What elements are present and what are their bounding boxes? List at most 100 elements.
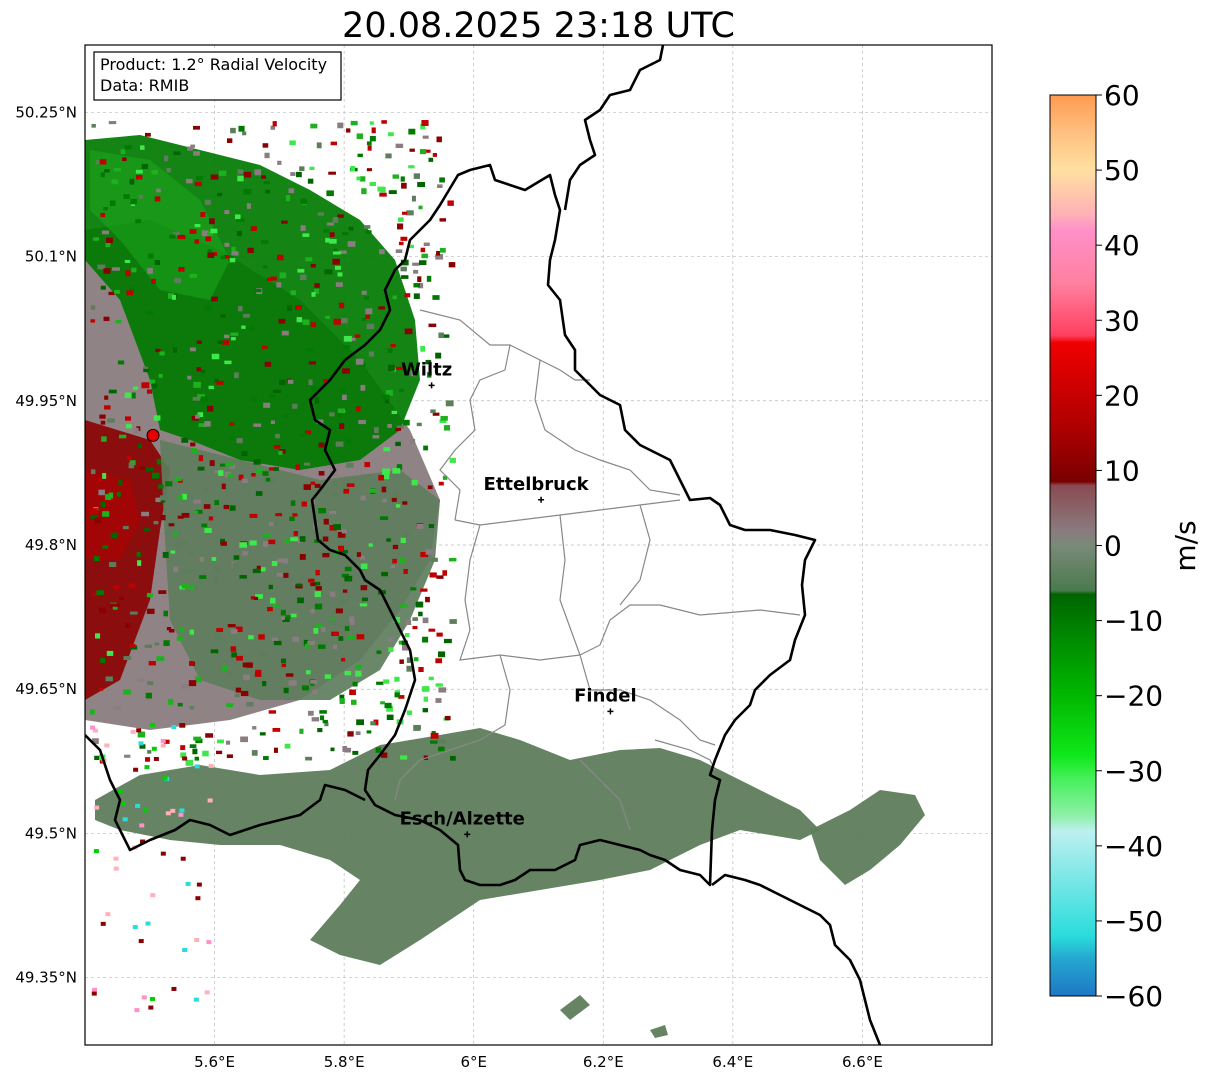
echo-pixel: [104, 405, 111, 410]
echo-pixel: [253, 458, 261, 465]
echo-pixel: [173, 347, 178, 353]
echo-pixel: [120, 801, 126, 806]
echo-pixel: [224, 255, 230, 259]
colorbar-tick-label: −40: [1104, 830, 1163, 863]
echo-pixel: [380, 752, 388, 758]
echo-pixel: [439, 419, 447, 424]
echo-pixel: [388, 190, 397, 195]
echo-pixel: [436, 632, 443, 637]
echo-pixel: [181, 684, 188, 689]
echo-pixel: [369, 181, 377, 186]
echo-pixel: [194, 510, 199, 514]
echo-pixel: [96, 477, 103, 482]
echo-pixel: [352, 681, 358, 687]
echo-pixel: [177, 515, 184, 519]
echo-pixel: [382, 474, 390, 480]
echo-pixel: [227, 624, 236, 628]
echo-pixel: [200, 396, 209, 403]
echo-pixel: [125, 424, 132, 429]
echo-pixel: [135, 174, 143, 180]
echo-pixel: [302, 233, 310, 237]
echo-pixel: [229, 436, 234, 440]
echo-pixel: [361, 290, 367, 295]
echo-pixel: [162, 551, 169, 558]
echo-pixel: [278, 318, 286, 324]
echo-pixel: [288, 680, 297, 686]
echo-pixel: [393, 616, 401, 623]
echo-pixel: [338, 412, 343, 418]
echo-pixel: [425, 359, 432, 365]
echo-pixel: [123, 656, 132, 661]
echo-pixel: [253, 596, 259, 601]
echo-pixel: [201, 369, 206, 374]
echo-pixel: [168, 523, 175, 527]
echo-pixel: [406, 710, 413, 715]
echo-pixel: [438, 687, 447, 693]
echo-pixel: [296, 171, 302, 178]
echo-pixel: [400, 266, 407, 272]
echo-pixel: [204, 199, 211, 205]
echo-pixel: [290, 500, 296, 506]
echo-pixel: [260, 240, 269, 244]
echo-pixel: [318, 507, 326, 514]
echo-pixel: [292, 513, 298, 517]
echo-pixel: [258, 634, 265, 640]
echo-pixel: [189, 660, 194, 665]
echo-pixel: [344, 566, 352, 572]
echo-pixel: [314, 283, 320, 288]
echo-pixel: [221, 483, 226, 490]
echo-pixel: [224, 210, 230, 215]
echo-pixel: [163, 739, 170, 744]
echo-pixel: [415, 601, 424, 608]
echo-pixel: [167, 293, 174, 299]
echo-pixel: [410, 370, 417, 377]
echo-pixel: [404, 328, 413, 335]
echo-pixel: [378, 306, 385, 310]
echo-pixel: [342, 368, 350, 374]
echo-pixel: [173, 531, 179, 537]
echo-pixel: [438, 481, 444, 486]
echo-pixel: [238, 474, 244, 481]
echo-pixel: [104, 169, 110, 173]
echo-pixel: [139, 823, 145, 828]
echo-pixel: [388, 637, 394, 642]
echo-pixel: [212, 252, 218, 256]
echo-pixel: [95, 160, 103, 165]
city-ettelbruck: Ettelbruck: [484, 474, 590, 503]
echo-pixel: [217, 340, 225, 344]
echo-pixel: [256, 468, 264, 474]
echo-pixel: [230, 646, 237, 652]
echo-pixel: [174, 542, 180, 548]
echo-pixel: [432, 153, 438, 157]
echo-pixel: [356, 176, 361, 181]
echo-pixel: [209, 218, 215, 225]
echo-pixel: [396, 464, 403, 471]
echo-pixel: [416, 523, 424, 529]
echo-pixel: [215, 750, 223, 755]
echo-pixel: [204, 990, 210, 995]
echo-pixel: [311, 292, 316, 297]
echo-pixel: [101, 230, 109, 235]
echo-pixel: [102, 472, 107, 479]
echo-pixel: [438, 332, 444, 338]
echo-pixel: [422, 617, 429, 624]
echo-pixel: [262, 143, 269, 148]
echo-pixel: [242, 551, 248, 556]
echo-pixel: [269, 478, 277, 483]
echo-pixel: [316, 624, 323, 628]
echo-pixel: [314, 288, 320, 294]
echo-pixel: [379, 192, 387, 197]
echo-pixel: [333, 318, 341, 325]
echo-pixel: [328, 171, 336, 175]
echo-pixel: [99, 414, 106, 419]
echo-pixel: [105, 676, 113, 682]
echo-pixel: [338, 302, 345, 309]
echo-pixel: [100, 212, 106, 218]
echo-pixel: [238, 305, 243, 312]
city-markers: Wiltz Ettelbruck Findel Esch/Alzette: [400, 359, 637, 838]
echo-pixel: [141, 382, 150, 389]
echo-pixel: [418, 666, 424, 673]
echo-pixel: [208, 763, 214, 768]
city-label: Wiltz: [401, 359, 452, 380]
colorbar: 60 50 40 30 20 10 0 −10 −20 −30 −40 −50 −60 m/s: [1049, 79, 1202, 1013]
